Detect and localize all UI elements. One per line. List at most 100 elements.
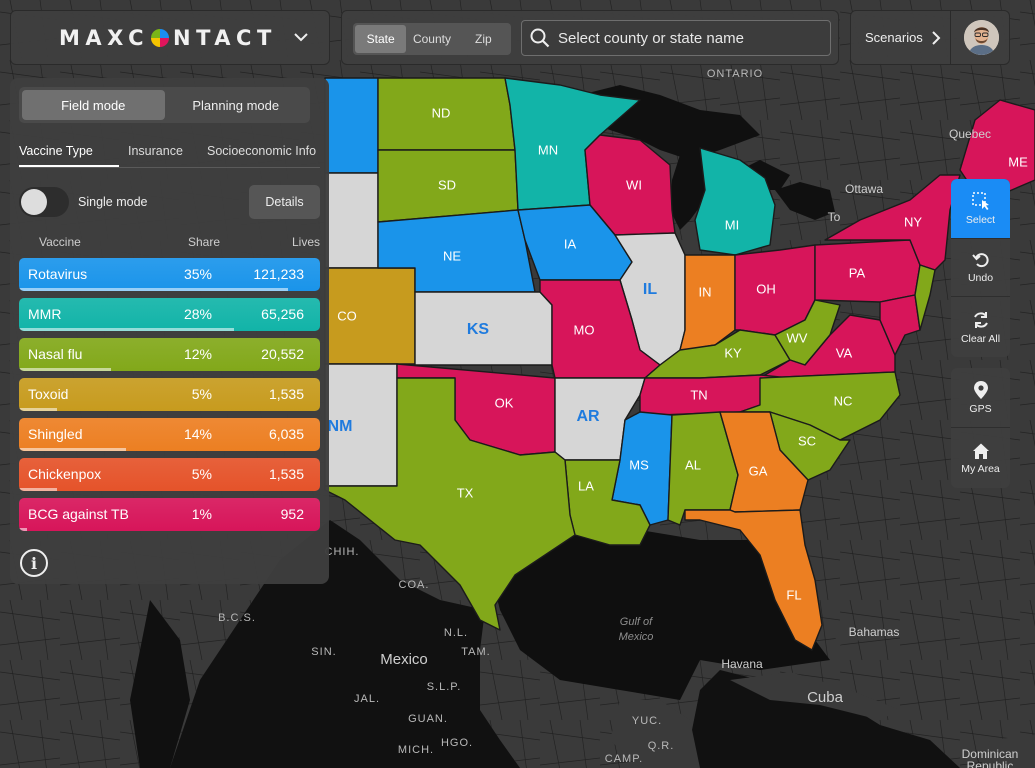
segment-county[interactable]: County xyxy=(412,32,451,46)
info-icon[interactable]: i xyxy=(20,549,48,577)
gps-button[interactable]: GPS xyxy=(951,368,1010,428)
vaccine-name: Rotavirus xyxy=(28,266,88,282)
vaccine-panel: Field mode Planning mode Vaccine Type In… xyxy=(10,78,329,584)
cuba-land xyxy=(730,672,900,720)
vaccine-row[interactable]: BCG against TB 1% 952 xyxy=(19,498,320,531)
vaccine-share: 14% xyxy=(183,426,212,442)
planning-mode-button[interactable]: Planning mode xyxy=(192,97,280,113)
label-ok: OK xyxy=(495,395,514,410)
column-vaccine: Vaccine xyxy=(39,235,81,249)
vaccine-share-bar xyxy=(19,328,234,331)
label-ny: NY xyxy=(904,214,922,229)
state-labels: ND MN SD WI MI NY ME NE IA IL IN OH PA C… xyxy=(328,105,1029,602)
place-qr: Q.R. xyxy=(648,740,675,752)
label-sd: SD xyxy=(438,177,456,192)
tab-socioeconomic-info[interactable]: Socioeconomic Info xyxy=(207,144,317,158)
vaccine-share: 12% xyxy=(183,346,212,362)
vaccine-row[interactable]: Nasal flu 12% 20,552 xyxy=(19,338,320,371)
vaccine-share: 1% xyxy=(191,506,212,522)
vaccine-row[interactable]: Chickenpox 5% 1,535 xyxy=(19,458,320,491)
label-la: LA xyxy=(578,478,594,493)
label-ar: AR xyxy=(576,408,600,425)
label-co: CO xyxy=(337,308,357,323)
place-hgo: HGO. xyxy=(441,737,473,749)
vaccine-share: 5% xyxy=(191,466,212,482)
state-tx xyxy=(324,377,576,631)
label-sc: SC xyxy=(798,433,816,448)
vaccine-row[interactable]: MMR 28% 65,256 xyxy=(19,298,320,331)
place-bcs: B.C.S. xyxy=(218,612,256,624)
label-ga: GA xyxy=(749,463,768,478)
state-mi xyxy=(694,147,776,256)
search-field[interactable] xyxy=(521,20,831,56)
vaccine-share: 28% xyxy=(183,306,212,322)
label-mi: MI xyxy=(725,217,739,232)
single-mode-toggle[interactable] xyxy=(19,187,69,217)
vaccine-row[interactable]: Toxoid 5% 1,535 xyxy=(19,378,320,411)
place-coa: COA. xyxy=(399,579,430,591)
chevron-down-icon[interactable] xyxy=(293,29,309,45)
place-mich: MICH. xyxy=(398,744,434,756)
label-tn: TN xyxy=(690,387,707,402)
app-logo: MAXC NTACT xyxy=(59,26,277,50)
label-mo: MO xyxy=(574,322,595,337)
state-shapes[interactable] xyxy=(324,77,1035,651)
tab-insurance[interactable]: Insurance xyxy=(128,144,183,158)
label-ia: IA xyxy=(564,236,577,251)
column-share: Share xyxy=(188,235,221,249)
search-input[interactable] xyxy=(558,29,818,47)
label-ne: NE xyxy=(443,248,461,263)
my-area-button[interactable]: My Area xyxy=(951,428,1010,488)
scenarios-user-box: Scenarios xyxy=(850,10,1010,65)
undo-button[interactable]: Undo xyxy=(951,239,1010,297)
vaccine-row[interactable]: Shingled 14% 6,035 xyxy=(19,418,320,451)
state-nj xyxy=(914,264,936,331)
app-logo-menu[interactable]: MAXC NTACT xyxy=(10,10,330,65)
label-il: IL xyxy=(643,281,657,298)
place-dominican-1: Dominican xyxy=(962,747,1019,761)
select-tool-button[interactable]: Select xyxy=(951,179,1010,239)
label-ky: KY xyxy=(724,345,742,360)
avatar[interactable] xyxy=(964,20,999,55)
segment-zip[interactable]: Zip xyxy=(474,32,492,46)
logo-pie-icon xyxy=(151,28,170,47)
state-mt-partial xyxy=(324,77,379,174)
place-nl: N.L. xyxy=(444,627,468,639)
field-mode-button[interactable]: Field mode xyxy=(22,90,165,120)
place-cuba: Cuba xyxy=(807,689,844,706)
label-nc: NC xyxy=(834,393,853,408)
panel-tabs: Vaccine Type Insurance Socioeconomic Inf… xyxy=(19,144,320,168)
home-icon xyxy=(972,443,989,459)
state-wy-partial xyxy=(324,172,379,269)
single-mode-label: Single mode xyxy=(78,195,148,209)
clear-all-button[interactable]: Clear All xyxy=(951,297,1010,357)
label-me: ME xyxy=(1008,154,1028,169)
vaccine-name: Nasal flu xyxy=(28,346,83,362)
label-nm: NM xyxy=(328,418,353,435)
place-slp: S.L.P. xyxy=(427,681,462,693)
mode-switch: Field mode Planning mode xyxy=(19,87,310,123)
segment-state[interactable]: State xyxy=(355,25,407,53)
label-tx: TX xyxy=(457,485,474,500)
vaccine-name: MMR xyxy=(28,306,62,322)
label-va: VA xyxy=(836,345,853,360)
details-button[interactable]: Details xyxy=(249,185,320,219)
place-bahamas: Bahamas xyxy=(849,625,900,639)
place-dominican-2: Republic xyxy=(967,759,1014,768)
single-mode-row: Single mode Details xyxy=(19,185,320,219)
label-pa: PA xyxy=(849,265,866,280)
tab-vaccine-type[interactable]: Vaccine Type xyxy=(19,144,119,167)
vaccine-lives: 6,035 xyxy=(268,426,304,442)
vaccine-row[interactable]: Rotavirus 35% 121,233 xyxy=(19,258,320,291)
label-wv: WV xyxy=(787,330,808,345)
vaccine-lives: 1,535 xyxy=(268,466,304,482)
label-fl: FL xyxy=(786,587,801,602)
geo-level-segmented: State County Zip xyxy=(353,23,511,55)
state-pa xyxy=(814,239,921,303)
toggle-knob xyxy=(21,189,47,215)
user-avatar-icon xyxy=(964,20,999,55)
scenarios-button[interactable]: Scenarios xyxy=(851,11,951,64)
vaccine-share-bar xyxy=(19,528,27,531)
location-pin-icon xyxy=(973,381,988,399)
place-havana: Havana xyxy=(721,657,763,671)
